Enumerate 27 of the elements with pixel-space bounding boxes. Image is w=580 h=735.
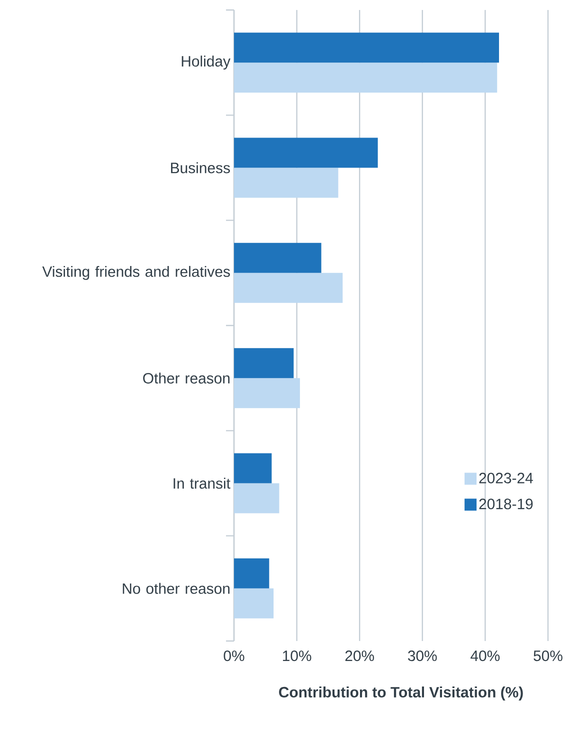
y-tick-label: Visiting friends and relatives <box>42 266 230 280</box>
bar <box>234 168 338 198</box>
x-tick-label: 50% <box>534 650 562 662</box>
x-axis-title: Contribution to Total Visitation (%) <box>279 686 523 700</box>
bar <box>234 32 500 63</box>
x-tick-label: 30% <box>408 650 437 662</box>
bar <box>234 242 322 273</box>
x-tick-label: 0% <box>224 650 244 662</box>
bar <box>234 588 274 618</box>
y-tick-label: Holiday <box>182 56 230 70</box>
bar <box>234 378 300 408</box>
y-tick-label: In transit <box>174 478 230 489</box>
x-tick-label: 10% <box>282 650 312 662</box>
bar <box>234 62 498 93</box>
legend-label: 2018-19 <box>479 498 533 510</box>
legend-label: 2023-24 <box>479 472 533 484</box>
bar <box>234 558 270 588</box>
bar <box>234 483 280 514</box>
y-tick-label: No other reason <box>122 582 230 594</box>
y-tick-label: Other reason <box>143 372 230 384</box>
bar <box>234 138 378 168</box>
bar <box>234 453 272 484</box>
x-tick-label: 20% <box>345 650 374 662</box>
bar <box>234 272 343 303</box>
bar <box>234 348 294 378</box>
y-tick-label: Business <box>171 162 230 174</box>
x-tick-label: 40% <box>470 650 500 662</box>
